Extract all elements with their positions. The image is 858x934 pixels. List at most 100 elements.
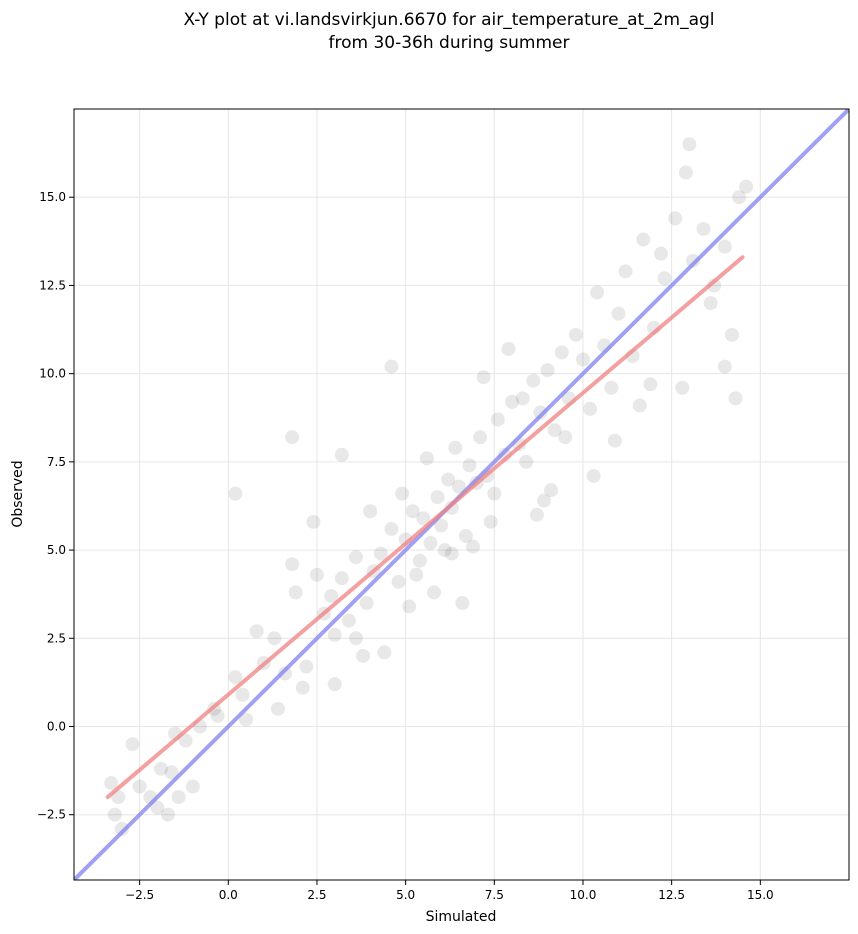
data-point-0 bbox=[104, 775, 119, 790]
data-point-123 bbox=[529, 507, 544, 522]
data-point-87 bbox=[682, 137, 697, 152]
data-point-38 bbox=[405, 504, 420, 519]
data-point-114 bbox=[455, 596, 470, 611]
data-point-70 bbox=[611, 306, 626, 321]
y-tick-label-1: 0.0 bbox=[47, 720, 66, 734]
data-point-53 bbox=[490, 412, 505, 427]
data-point-86 bbox=[728, 391, 743, 406]
data-point-10 bbox=[164, 765, 179, 780]
data-point-109 bbox=[295, 680, 310, 695]
data-point-57 bbox=[519, 454, 534, 469]
y-tick-label-3: 5.0 bbox=[47, 543, 66, 557]
data-point-118 bbox=[643, 377, 658, 392]
data-point-100 bbox=[348, 631, 363, 646]
data-point-106 bbox=[476, 370, 491, 385]
data-point-119 bbox=[703, 296, 718, 311]
data-point-31 bbox=[348, 550, 363, 565]
data-point-91 bbox=[285, 557, 300, 572]
chart-title-line-2: from 30-36h during summer bbox=[329, 33, 570, 53]
data-point-104 bbox=[632, 398, 647, 413]
data-point-1 bbox=[107, 807, 122, 822]
data-point-96 bbox=[536, 493, 551, 508]
data-point-117 bbox=[607, 433, 622, 448]
data-point-3 bbox=[114, 821, 129, 836]
data-point-83 bbox=[732, 190, 747, 205]
data-point-112 bbox=[363, 504, 378, 519]
x-axis-ticks: −2.5 0.0 2.5 5.0 7.5 10.0 12.5 15.0 bbox=[125, 880, 774, 902]
y-tick-label-5: 10.0 bbox=[39, 367, 66, 381]
data-point-98 bbox=[402, 599, 417, 614]
data-point-111 bbox=[249, 624, 264, 639]
scatter-points bbox=[104, 137, 754, 836]
y-tick-label-2: 2.5 bbox=[47, 631, 66, 645]
data-point-8 bbox=[153, 761, 168, 776]
data-point-9 bbox=[160, 807, 175, 822]
data-point-82 bbox=[724, 327, 739, 342]
data-point-126 bbox=[409, 567, 424, 582]
data-point-41 bbox=[423, 536, 438, 551]
data-point-94 bbox=[384, 359, 399, 374]
x-tick-label-6: 12.5 bbox=[658, 888, 685, 902]
data-point-99 bbox=[377, 645, 392, 660]
data-point-55 bbox=[505, 394, 520, 409]
data-point-120 bbox=[395, 486, 410, 501]
data-point-116 bbox=[544, 483, 559, 498]
data-point-102 bbox=[558, 430, 573, 445]
data-point-59 bbox=[533, 405, 548, 420]
data-point-85 bbox=[717, 359, 732, 374]
data-point-127 bbox=[448, 440, 463, 455]
data-point-30 bbox=[341, 613, 356, 628]
data-point-81 bbox=[717, 239, 732, 254]
data-point-22 bbox=[278, 666, 293, 681]
fit-lines bbox=[74, 109, 849, 880]
data-point-101 bbox=[466, 539, 481, 554]
data-point-67 bbox=[590, 285, 605, 300]
x-tick-label-2: 2.5 bbox=[307, 888, 326, 902]
data-point-43 bbox=[434, 518, 449, 533]
y-tick-label-7: 15.0 bbox=[39, 190, 66, 204]
data-point-84 bbox=[739, 179, 754, 194]
data-point-73 bbox=[636, 232, 651, 247]
data-point-124 bbox=[324, 588, 339, 603]
data-point-78 bbox=[685, 253, 700, 268]
data-point-77 bbox=[678, 165, 693, 180]
data-point-88 bbox=[675, 380, 690, 395]
x-tick-label-0: −2.5 bbox=[125, 888, 154, 902]
data-point-113 bbox=[419, 451, 434, 466]
data-point-28 bbox=[327, 627, 342, 642]
data-point-95 bbox=[444, 546, 459, 561]
data-point-29 bbox=[334, 571, 349, 586]
data-point-121 bbox=[437, 543, 452, 558]
data-point-65 bbox=[575, 352, 590, 367]
data-point-92 bbox=[228, 670, 243, 685]
data-point-60 bbox=[540, 363, 555, 378]
data-point-35 bbox=[384, 521, 399, 536]
data-point-66 bbox=[583, 401, 598, 416]
data-point-52 bbox=[487, 486, 502, 501]
data-point-25 bbox=[299, 659, 314, 674]
data-point-45 bbox=[444, 500, 459, 515]
data-point-93 bbox=[210, 708, 225, 723]
data-point-12 bbox=[171, 790, 186, 805]
data-point-110 bbox=[270, 701, 285, 716]
data-point-97 bbox=[501, 341, 516, 356]
data-point-36 bbox=[391, 574, 406, 589]
data-point-7 bbox=[150, 800, 165, 815]
y-axis-label: Observed bbox=[10, 460, 26, 527]
data-point-18 bbox=[235, 687, 250, 702]
data-point-19 bbox=[239, 712, 254, 727]
data-point-32 bbox=[359, 596, 374, 611]
data-point-13 bbox=[178, 733, 193, 748]
data-point-44 bbox=[441, 472, 456, 487]
plot-frame bbox=[73, 108, 850, 881]
data-point-105 bbox=[654, 246, 669, 261]
data-point-115 bbox=[515, 391, 530, 406]
chart-title-line-1: X-Y plot at vi.landsvirkjun.6670 for air… bbox=[183, 10, 714, 30]
data-point-46 bbox=[451, 479, 466, 494]
y-tick-label-0: −2.5 bbox=[37, 808, 66, 822]
data-point-47 bbox=[458, 528, 473, 543]
data-point-107 bbox=[427, 585, 442, 600]
grid-lines bbox=[74, 109, 849, 880]
data-point-62 bbox=[554, 345, 569, 360]
data-point-40 bbox=[416, 511, 431, 526]
